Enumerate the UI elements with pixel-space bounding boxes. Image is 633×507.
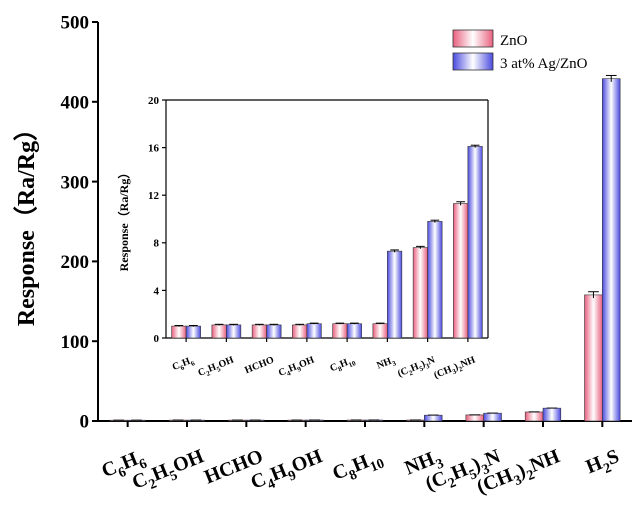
- legend: ZnO 3 at% Ag/ZnO: [452, 29, 588, 72]
- x-tick-label-part: OH: [288, 445, 326, 477]
- legend-swatch-zno: [452, 29, 494, 48]
- bar-ag-zno: [266, 324, 282, 339]
- x-tick-label-part: HCHO: [243, 355, 276, 377]
- x-tick-label-part: N: [426, 354, 438, 367]
- x-tick-label: C6H6: [171, 354, 197, 374]
- y-tick-label: 500: [61, 13, 90, 34]
- y-tick-label: 200: [61, 252, 90, 273]
- bar-ag-zno: [387, 250, 403, 339]
- y-tick-label: 0: [154, 333, 160, 345]
- legend-label-zno: ZnO: [500, 33, 528, 49]
- bar-ag-zno: [602, 78, 621, 422]
- x-tick-label-part: ): [420, 359, 427, 370]
- x-tick-label-part: C: [328, 361, 339, 374]
- bar-ag-zno: [483, 412, 502, 422]
- bar-zno: [584, 294, 603, 422]
- x-tick-label: (CH3)2NH: [432, 354, 478, 383]
- x-tick-label-part: 6: [190, 359, 197, 368]
- x-tick-label-part: 3: [451, 367, 458, 376]
- x-tick-label: C4H9OH: [277, 355, 317, 381]
- x-tick-label-part: C: [171, 360, 182, 373]
- x-tick-label-part: 3: [425, 362, 432, 371]
- bar-zno: [292, 324, 308, 339]
- x-tick-label: C2H5OH: [197, 355, 237, 381]
- y-tick-label: 12: [148, 190, 160, 202]
- x-tick-label-part: H: [287, 362, 299, 375]
- x-tick-label: C8H10: [329, 445, 386, 489]
- y-tick-label: 0: [80, 412, 90, 433]
- x-tick-label-part: H: [181, 356, 193, 369]
- y-tick-label: 300: [61, 172, 90, 193]
- bar-ag-zno: [346, 323, 362, 339]
- x-tick-label: C2H5OH: [129, 445, 209, 498]
- x-tick-label-part: 9: [296, 365, 303, 374]
- x-tick-label-part: 2: [205, 369, 212, 378]
- bar-ag-zno: [185, 325, 201, 339]
- x-tick-label: (C2H5)3N: [396, 354, 438, 381]
- x-tick-label-part: H: [206, 362, 218, 375]
- y-tick-label: 100: [61, 332, 90, 353]
- y-tick-label: 400: [61, 92, 90, 113]
- x-tick-label-part: OH: [297, 355, 316, 371]
- y-axis-label: Response（Ra/Rg）: [116, 167, 131, 272]
- y-tick-label: 4: [154, 285, 160, 297]
- bar-ag-zno: [427, 221, 443, 339]
- bar-zno: [372, 323, 388, 339]
- bar-ag-zno: [467, 146, 483, 339]
- x-tick-label-part: 3: [391, 359, 398, 368]
- bar-zno: [332, 323, 348, 339]
- bar-ag-zno: [542, 407, 562, 422]
- x-tick-label: HCHO: [243, 355, 276, 377]
- x-tick-label-part: 4: [286, 369, 293, 378]
- x-tick-label-part: 10: [368, 456, 387, 475]
- x-tick-label-part: (C: [396, 365, 410, 379]
- x-tick-label-part: 2: [408, 369, 415, 378]
- y-tick-label: 8: [154, 238, 160, 250]
- bar-zno: [251, 324, 267, 339]
- x-tick-label-part: C: [277, 366, 288, 379]
- x-tick-label-part: OH: [217, 355, 236, 371]
- x-tick-label-part: OH: [170, 445, 208, 477]
- x-tick-label-part: (CH: [432, 364, 453, 381]
- bar-zno: [412, 247, 428, 339]
- x-tick-label: H2S: [583, 445, 624, 483]
- main-bar-chart: 0100200300400500Response（Ra/Rg）C6H6C2H5O…: [13, 13, 632, 498]
- x-tick-label-part: 5: [418, 364, 425, 373]
- x-tick-label: C8H10: [328, 354, 357, 376]
- legend-swatch-ag-zno: [452, 52, 494, 71]
- y-axis-label: Response（Ra/Rg）: [13, 117, 40, 326]
- x-tick-label-part: NH: [527, 445, 563, 477]
- bar-ag-zno: [306, 323, 322, 339]
- legend-label-ag-zno: 3 at% Ag/ZnO: [500, 56, 588, 72]
- x-tick-label-part: ): [453, 362, 460, 373]
- y-tick-label: 20: [148, 95, 160, 107]
- x-tick-label-part: 2: [458, 365, 465, 374]
- bar-ag-zno: [424, 414, 443, 422]
- x-tick-label-part: 6: [179, 363, 186, 372]
- bar-zno: [453, 203, 469, 339]
- bar-zno: [211, 324, 227, 339]
- y-tick-label: 16: [148, 142, 160, 154]
- x-tick-label: NH3: [375, 354, 397, 373]
- bar-zno: [524, 411, 544, 422]
- x-tick-label-part: 8: [337, 365, 344, 374]
- x-tick-label-part: C: [197, 366, 208, 379]
- x-tick-label-part: H: [338, 357, 350, 370]
- x-tick-label-part: 10: [348, 359, 358, 369]
- x-tick-label-part: NH: [375, 356, 393, 372]
- x-tick-label-part: NH: [459, 354, 477, 370]
- bar-zno: [465, 414, 484, 422]
- bar-ag-zno: [226, 324, 242, 339]
- x-tick-label-part: 5: [216, 365, 223, 374]
- bar-zno: [171, 325, 187, 339]
- x-tick-label-part: H: [409, 361, 421, 374]
